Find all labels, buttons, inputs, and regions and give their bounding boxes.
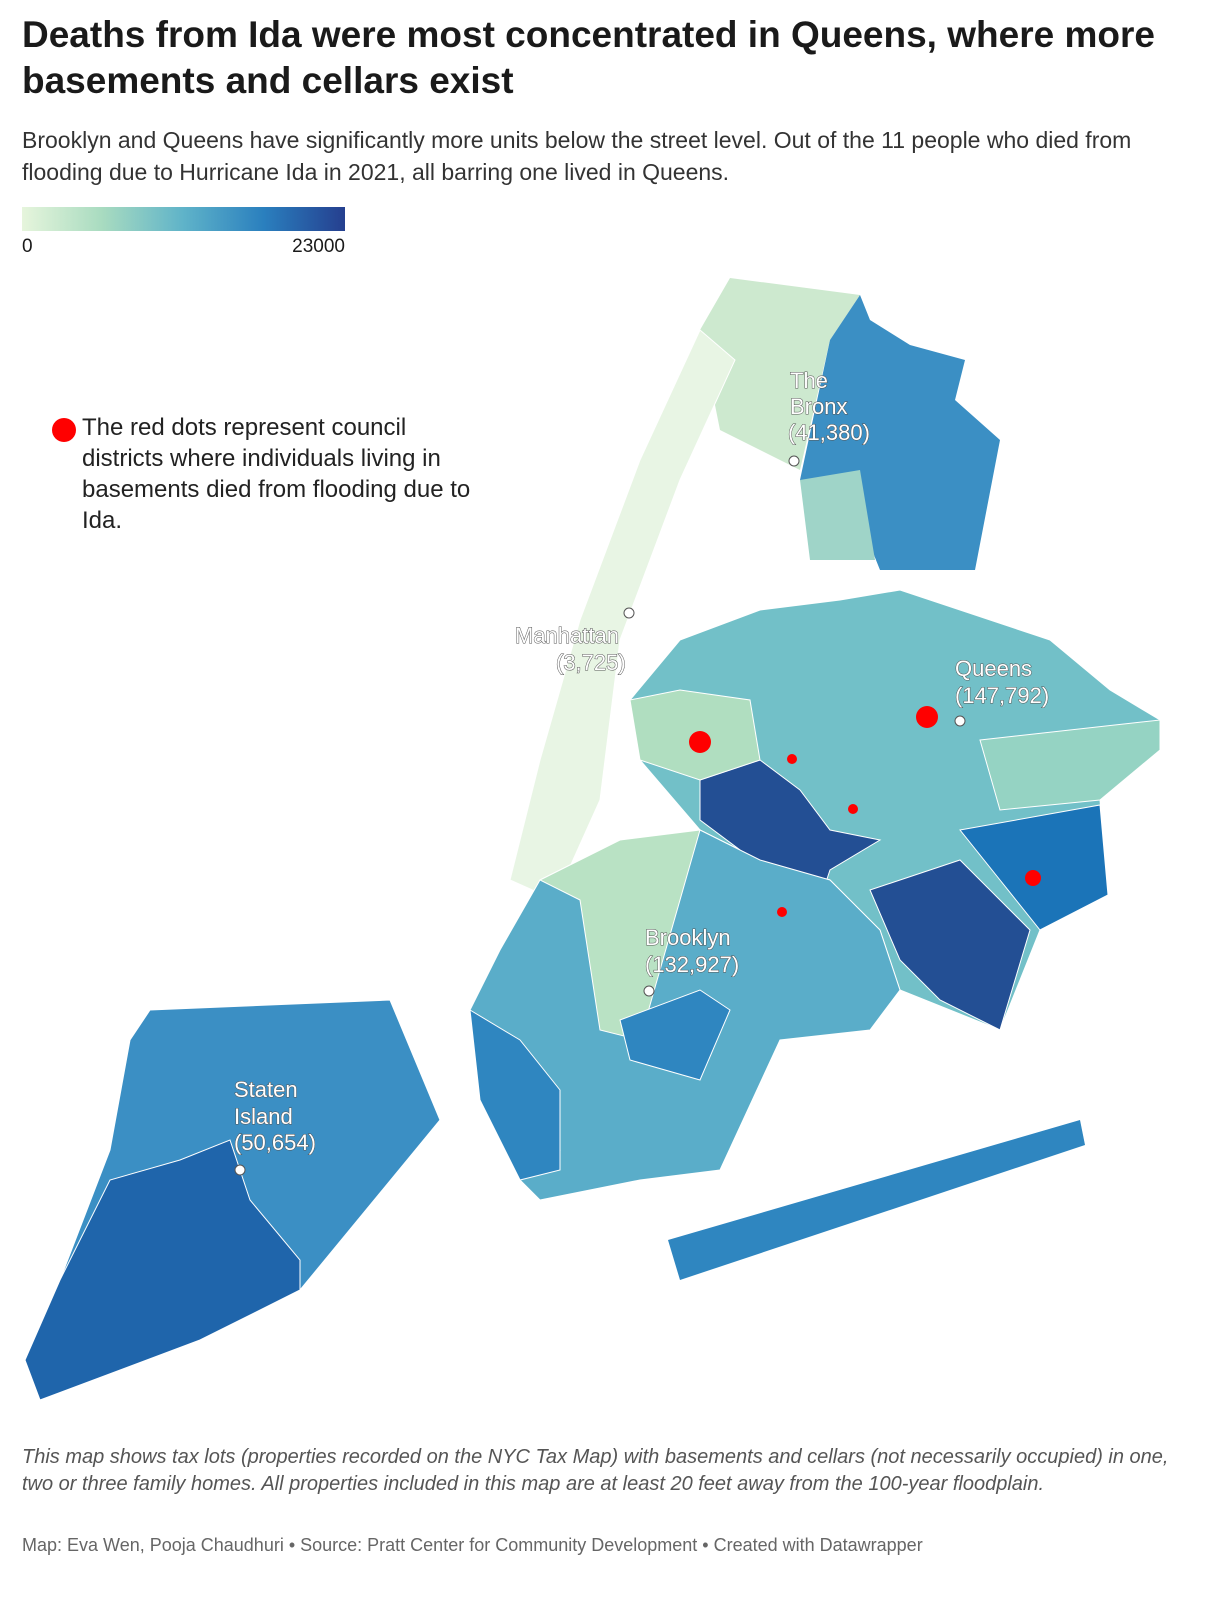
queens-dark bbox=[699, 759, 882, 901]
centroid bbox=[788, 455, 800, 467]
queens-dark-2 bbox=[869, 859, 1031, 1031]
borough-count: (132,927) bbox=[645, 952, 739, 977]
queens-blue bbox=[959, 804, 1109, 931]
title: Deaths from Ida were most concentrated i… bbox=[22, 14, 1155, 101]
borough-name: Queens bbox=[955, 656, 1032, 681]
centroid bbox=[954, 715, 966, 727]
legend-max: 23000 bbox=[292, 236, 345, 257]
borough-name: Brooklyn bbox=[645, 925, 731, 950]
borough-count: (41,380) bbox=[788, 420, 870, 445]
brooklyn-south bbox=[619, 989, 731, 1081]
footnote: This map shows tax lots (properties reco… bbox=[22, 1446, 1169, 1495]
borough-name: The Bronx bbox=[790, 368, 847, 419]
bronx-west bbox=[700, 278, 860, 470]
subtitle: Brooklyn and Queens have significantly m… bbox=[22, 127, 1132, 185]
death-dot bbox=[916, 706, 938, 728]
death-dot bbox=[689, 731, 711, 753]
credit: Map: Eva Wen, Pooja Chaudhuri • Source: … bbox=[22, 1535, 923, 1555]
brooklyn-west bbox=[469, 1009, 561, 1181]
annotation-dot bbox=[52, 418, 76, 442]
legend-min: 0 bbox=[22, 236, 33, 257]
rockaway bbox=[668, 1120, 1085, 1280]
death-dot bbox=[787, 754, 797, 764]
death-dot bbox=[777, 907, 787, 917]
centroid bbox=[623, 607, 635, 619]
death-dot bbox=[848, 804, 858, 814]
centroid bbox=[643, 985, 655, 997]
bronx-mid bbox=[800, 470, 875, 560]
borough-count: (3,725) bbox=[556, 650, 626, 675]
borough-name: Staten Island bbox=[234, 1077, 298, 1129]
borough-count: (147,792) bbox=[955, 683, 1049, 708]
centroid bbox=[234, 1164, 246, 1176]
death-dot bbox=[1025, 870, 1041, 886]
annotation: The red dots represent council districts… bbox=[82, 414, 471, 534]
borough-name: Manhattan bbox=[515, 623, 619, 648]
borough-count: (50,654) bbox=[234, 1130, 316, 1155]
staten-island-south bbox=[24, 1139, 301, 1401]
queens-east bbox=[979, 719, 1161, 811]
legend-gradient bbox=[22, 207, 345, 231]
